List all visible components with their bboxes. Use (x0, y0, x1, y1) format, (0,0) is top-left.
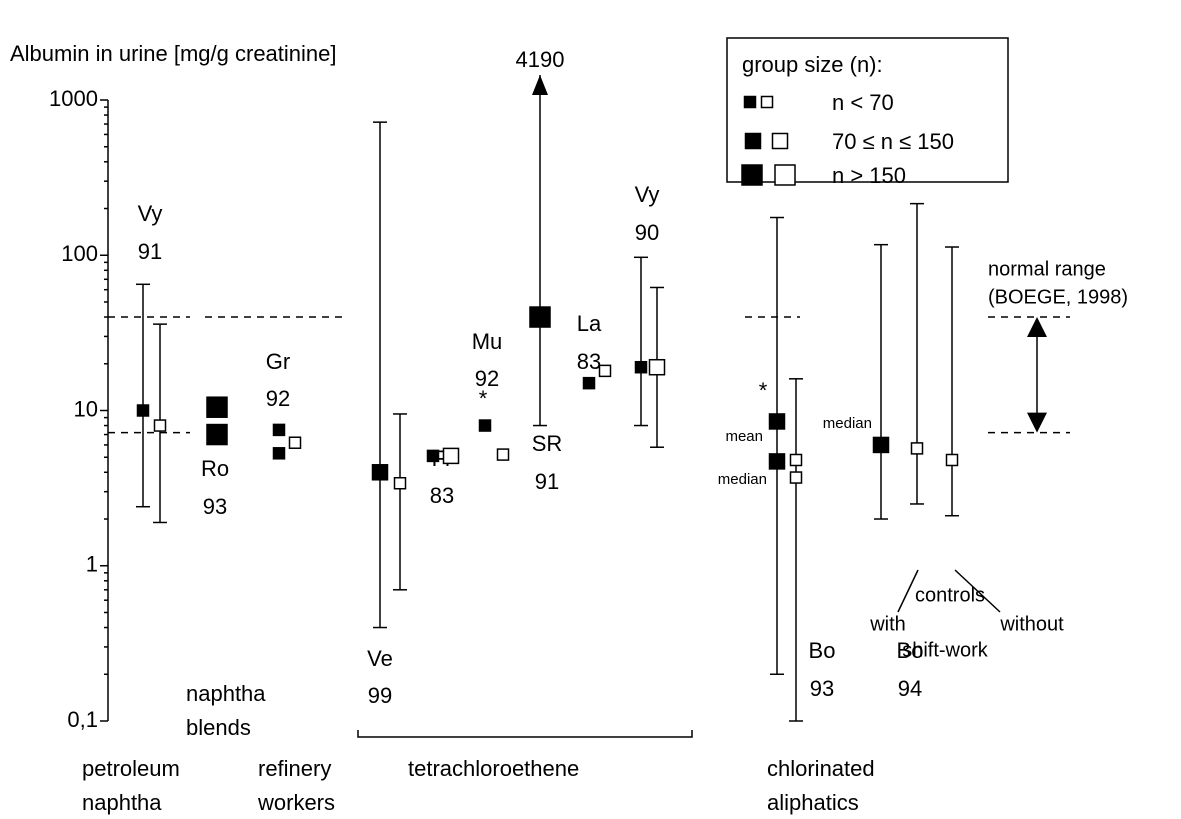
marker (371, 464, 389, 481)
group-year: 94 (898, 676, 922, 701)
pointer-line (954, 569, 1001, 613)
annotation: median (718, 471, 767, 488)
group-label: SR (532, 431, 563, 456)
category-label: blends (186, 715, 251, 740)
annotation: with (869, 613, 906, 635)
group-year: 92 (475, 366, 499, 391)
marker (582, 376, 596, 390)
y-tick-label: 100 (61, 241, 98, 266)
category-label: aliphatics (767, 790, 859, 815)
pointer-line (897, 569, 919, 613)
marker (598, 364, 612, 378)
marker (529, 306, 551, 328)
marker (136, 404, 150, 417)
marker (496, 448, 510, 461)
category-label: tetrachloroethene (408, 756, 579, 781)
legend-label: 70 ≤ n ≤ 150 (832, 129, 954, 154)
marker (789, 471, 803, 484)
marker (648, 358, 666, 376)
marker (945, 453, 959, 467)
normal-range-label: normal range (988, 258, 1106, 280)
annotation: * (759, 378, 768, 403)
category-label: chlorinated (767, 756, 875, 781)
legend-label: n > 150 (832, 163, 906, 188)
annotation: shift-work (902, 639, 989, 661)
group-year: 93 (203, 494, 227, 519)
chart-title: Albumin in urine [mg/g creatinine] (10, 41, 337, 66)
annotation: * (479, 386, 488, 411)
legend-box (726, 37, 1009, 183)
group-label: La (577, 311, 602, 336)
annotation: controls (915, 584, 985, 606)
legend-marker (760, 95, 774, 109)
range-label: 4190 (516, 47, 565, 72)
legend-title: group size (n): (742, 52, 883, 77)
marker (910, 442, 924, 455)
marker (288, 436, 302, 449)
group-label: Ve (367, 646, 393, 671)
marker (153, 419, 167, 432)
category-label: workers (257, 790, 335, 815)
legend-marker (774, 164, 796, 186)
arrow-head (532, 75, 548, 95)
marker (634, 360, 648, 374)
y-tick-label: 1000 (49, 86, 98, 111)
legend-label: n < 70 (832, 90, 894, 115)
group-label: Ro (201, 456, 229, 481)
group-year: 90 (635, 220, 659, 245)
category-label: refinery (258, 756, 331, 781)
legend-marker (741, 164, 763, 186)
annotation: without (999, 613, 1064, 635)
annotation: median (823, 415, 872, 432)
group-year: 93 (810, 676, 834, 701)
marker (442, 447, 460, 465)
marker (272, 423, 286, 437)
group-year: 91 (138, 239, 162, 264)
marker (768, 413, 786, 430)
marker (206, 423, 228, 446)
marker (789, 453, 803, 467)
marker (393, 476, 407, 490)
bracket (357, 730, 693, 738)
marker (872, 436, 890, 454)
group-label: Mu (472, 329, 503, 354)
group-label: Vy (138, 201, 163, 226)
annotation: mean (725, 428, 763, 445)
arrow-head (1027, 412, 1047, 433)
category-label: petroleum (82, 756, 180, 781)
group-label: Vy (635, 182, 660, 207)
marker (206, 396, 228, 418)
category-label: naphtha (186, 681, 266, 706)
marker (426, 449, 440, 463)
marker (478, 419, 492, 432)
arrow-head (1027, 317, 1047, 338)
marker (768, 453, 786, 470)
legend-marker (744, 132, 762, 150)
group-year: 83 (430, 483, 454, 508)
y-tick-label: 0,1 (67, 707, 98, 732)
group-year: 92 (266, 386, 290, 411)
group-year: 83 (577, 349, 601, 374)
legend-marker (743, 95, 757, 109)
group-year: 91 (535, 469, 559, 494)
legend-marker (771, 132, 789, 150)
y-tick-label: 10 (74, 396, 98, 421)
category-label: naphtha (82, 790, 162, 815)
y-tick-label: 1 (86, 552, 98, 577)
normal-range-source: (BOEGE, 1998) (988, 286, 1128, 308)
group-label: Gr (266, 349, 290, 374)
group-label: Bo (809, 638, 836, 663)
marker (272, 447, 286, 460)
group-year: 99 (368, 683, 392, 708)
group-label: Bo (897, 638, 924, 663)
